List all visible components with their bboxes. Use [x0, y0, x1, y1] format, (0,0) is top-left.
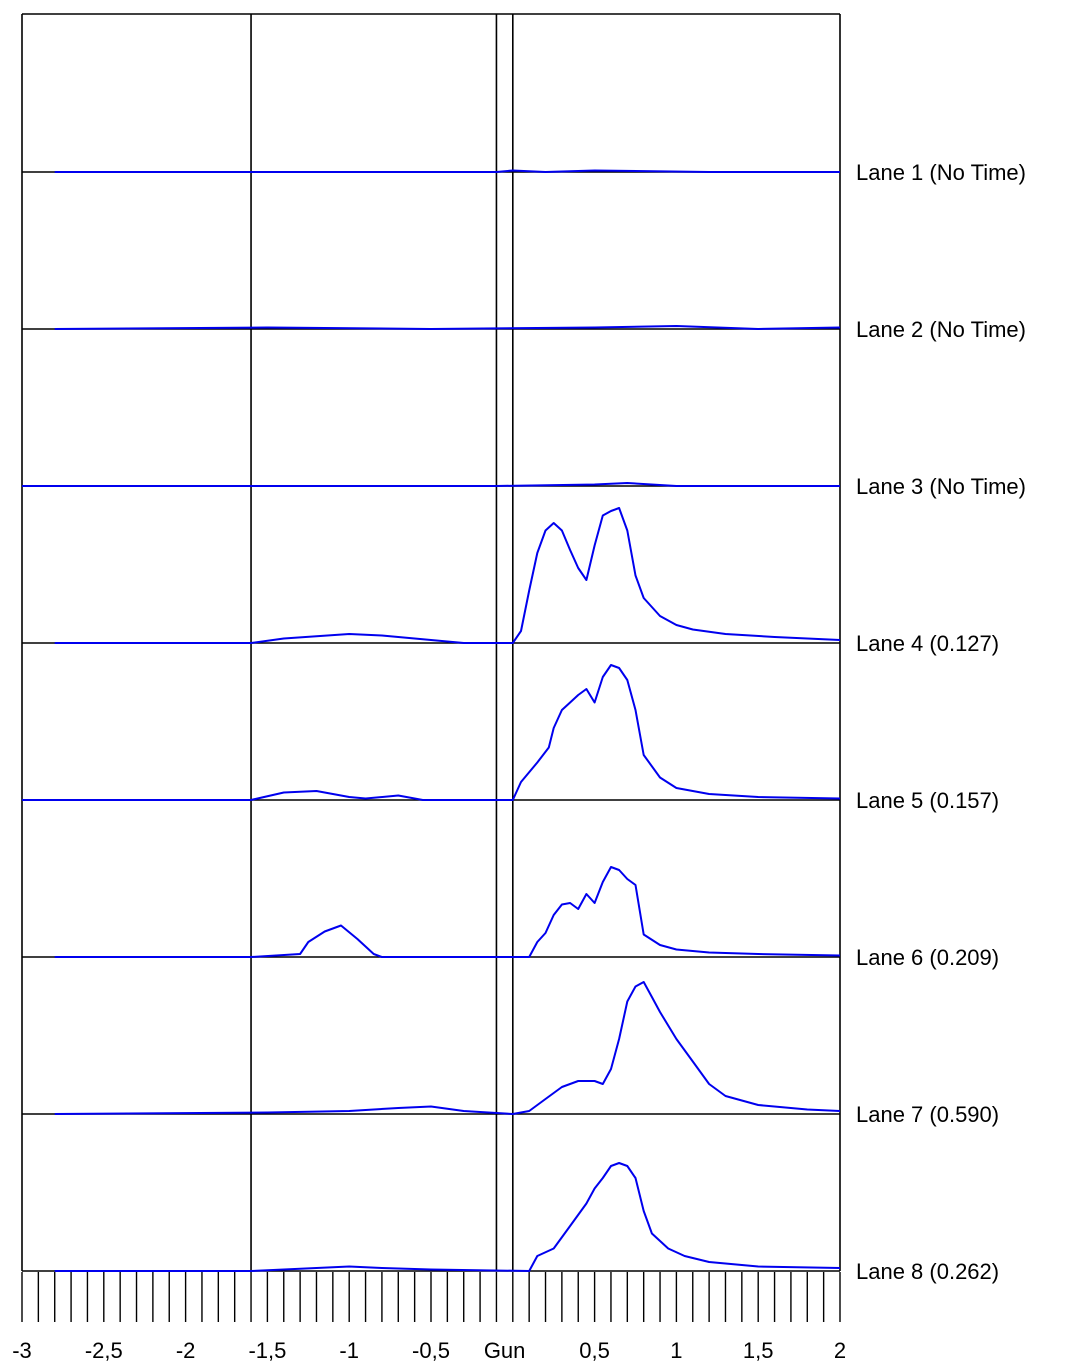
lane-1-label: Lane 1 (No Time) [856, 160, 1026, 185]
x-tick-label: 1,5 [743, 1338, 774, 1363]
lane-6-trace [54, 866, 841, 958]
lane-6-label: Lane 6 (0.209) [856, 945, 999, 970]
x-tick-label: -1,5 [248, 1338, 286, 1363]
lane-1-trace [54, 169, 840, 173]
x-tick-label: Gun [484, 1338, 526, 1363]
lane-3-label: Lane 3 (No Time) [856, 474, 1026, 499]
lane-4-label: Lane 4 (0.127) [856, 631, 999, 656]
lane-3-trace [22, 482, 840, 487]
x-tick-label: -1 [339, 1338, 359, 1363]
lane-traces [22, 169, 841, 1272]
lane-5-label: Lane 5 (0.157) [856, 788, 999, 813]
lane-7-trace [54, 981, 841, 1115]
x-tick-label: -3 [12, 1338, 32, 1363]
x-tick-label: -0,5 [412, 1338, 450, 1363]
lane-8-trace [54, 1162, 841, 1272]
x-tick-label: -2 [176, 1338, 196, 1363]
x-tick-label: 2 [834, 1338, 846, 1363]
lane-labels: Lane 1 (No Time) Lane 2 (No Time) Lane 3 (… [856, 160, 1026, 1284]
lane-4-trace [54, 507, 841, 644]
x-axis: -3 -2,5 -2 -1,5 -1 -0,5 Gun 0,5 1 1,5 2 [12, 1272, 846, 1363]
x-tick-label: 1 [670, 1338, 682, 1363]
x-tick-label: 0,5 [579, 1338, 610, 1363]
lane-5-trace [22, 664, 841, 801]
lane-2-label: Lane 2 (No Time) [856, 317, 1026, 342]
lane-7-label: Lane 7 (0.590) [856, 1102, 999, 1127]
lane-2-trace [54, 325, 841, 330]
x-tick-label: -2,5 [85, 1338, 123, 1363]
lane-8-label: Lane 8 (0.262) [856, 1259, 999, 1284]
